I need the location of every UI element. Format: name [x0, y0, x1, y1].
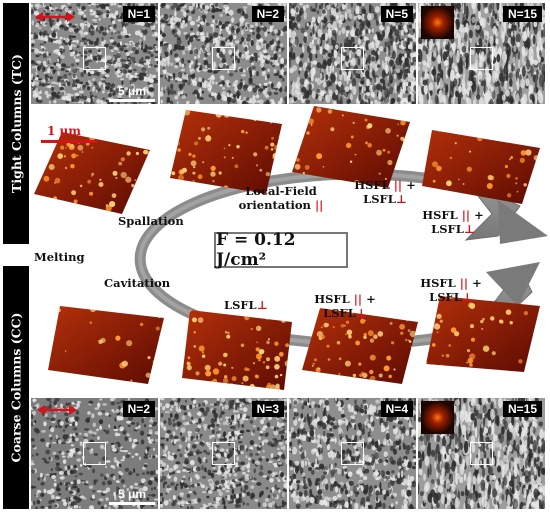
- label-hsfl-lsfl-bot2: HSFL || + LSFL⊥: [420, 276, 482, 304]
- label-spallation: Spallation: [118, 214, 184, 228]
- sem-panel-tc-n5: N=5: [289, 3, 416, 104]
- afm-scale-bar: 1 μm: [41, 124, 97, 143]
- afm-tile-hsfl-lsfl-2: [418, 122, 542, 210]
- zoom-region-box: [212, 442, 235, 465]
- sem-panel-tc-n1: N=1 5 μm: [31, 3, 158, 104]
- zoom-region-box: [83, 47, 106, 70]
- pulse-count-label: N=15: [502, 6, 542, 22]
- label-local-field: Local-Field orientation ||: [238, 184, 324, 212]
- zoom-region-box: [212, 47, 235, 70]
- zoom-region-box: [83, 442, 106, 465]
- pulse-count-label: N=3: [251, 401, 284, 417]
- label-melting: Melting: [34, 250, 85, 264]
- zoom-region-box: [470, 47, 493, 70]
- afm-tile-hsfl-lsfl-3: [300, 304, 420, 390]
- afm-tile-lsfl: [180, 306, 296, 396]
- sem-panel-cc-n2: N=2 5 μm: [31, 398, 158, 509]
- fft-inset: [421, 401, 454, 434]
- tc-side-label: Tight Columns (TC): [3, 3, 29, 244]
- scale-bar-5um: 5 μm: [109, 487, 155, 505]
- pulse-count-label: N=5: [380, 6, 413, 22]
- afm-tile-hsfl-lsfl-4: [422, 292, 542, 378]
- sem-panel-cc-n4: N=4: [289, 398, 416, 509]
- label-hsfl-lsfl-bot1: HSFL || + LSFL⊥: [314, 292, 376, 320]
- afm-tile-cavitation: [44, 300, 168, 390]
- label-lsfl: LSFL⊥: [224, 298, 268, 312]
- zoom-region-box: [470, 442, 493, 465]
- sem-panel-cc-n3: N=3: [160, 398, 287, 509]
- sem-panel-cc-n15: N=15: [418, 398, 545, 509]
- zoom-region-box: [341, 47, 364, 70]
- zoom-region-box: [341, 442, 364, 465]
- pulse-count-label: N=2: [122, 401, 155, 417]
- scale-bar-5um: 5 μm: [109, 84, 155, 102]
- afm-tile-local-field: [166, 108, 286, 200]
- cc-side-label: Coarse Columns (CC): [3, 266, 29, 509]
- polarization-arrow-icon: [35, 12, 75, 22]
- sem-panel-tc-n2: N=2: [160, 3, 287, 104]
- pulse-count-label: N=2: [251, 6, 284, 22]
- sem-texture: [418, 3, 545, 104]
- polarization-arrow-icon: [37, 405, 77, 415]
- afm-tile-spallation: [32, 128, 152, 220]
- afm-tile-hsfl-lsfl-1: [290, 102, 412, 194]
- label-hsfl-lsfl-top1: HSFL || + LSFL⊥: [354, 178, 416, 206]
- fft-inset: [421, 6, 454, 39]
- fluence-label: F = 0.12 J/cm²: [214, 230, 348, 270]
- pulse-count-label: N=15: [502, 401, 542, 417]
- pulse-count-label: N=1: [122, 6, 155, 22]
- label-cavitation: Cavitation: [104, 276, 171, 290]
- label-hsfl-lsfl-top2: HSFL || + LSFL⊥: [422, 208, 484, 236]
- sem-panel-tc-n15: N=15: [418, 3, 545, 104]
- pulse-count-label: N=4: [380, 401, 413, 417]
